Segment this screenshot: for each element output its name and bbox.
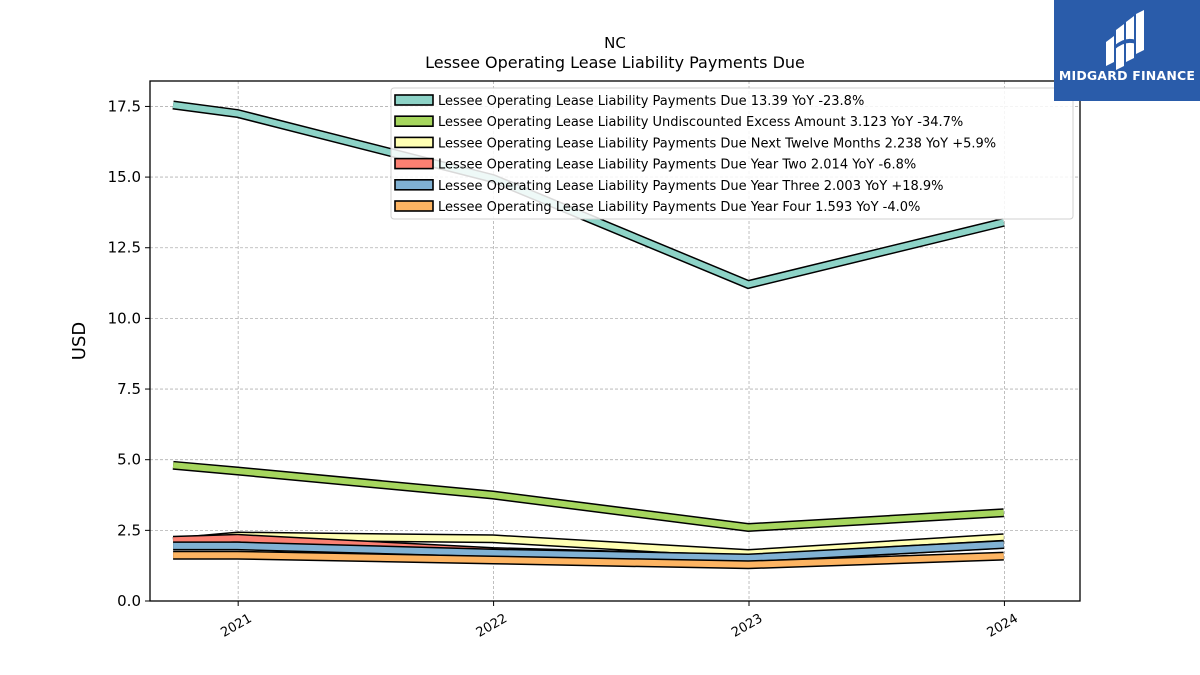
y-tick-label: 2.5 — [117, 521, 141, 539]
legend-entry: Lessee Operating Lease Liability Undisco… — [438, 115, 963, 130]
series-line — [173, 552, 1004, 568]
chart-title: NC — [604, 34, 626, 52]
legend-entry: Lessee Operating Lease Liability Payment… — [438, 158, 916, 173]
legend-entry: Lessee Operating Lease Liability Payment… — [438, 94, 864, 109]
y-axis-label: USD — [69, 322, 90, 360]
y-tick-label: 7.5 — [117, 380, 141, 398]
legend-swatch — [394, 200, 434, 212]
y-tick-label: 0.0 — [117, 592, 141, 610]
legend-swatch — [394, 157, 434, 170]
y-axis: 0.0 2.5 5.0 7.5 10.0 12.5 15.0 17.5 — [108, 97, 150, 610]
y-tick-label: 5.0 — [117, 451, 141, 469]
legend-box — [390, 87, 1074, 220]
series-line — [173, 541, 1004, 562]
series-line — [172, 462, 1004, 531]
x-tick-label: 2024 — [985, 611, 1021, 641]
legend-swatch — [394, 136, 434, 149]
legend-entry: Lessee Operating Lease Liability Payment… — [438, 200, 920, 215]
legend-swatch — [394, 94, 434, 106]
legend: Lessee Operating Lease Liability Payment… — [390, 87, 1074, 220]
logo-text: MIDGARD FINANCE — [1058, 68, 1196, 83]
chart-subtitle: Lessee Operating Lease Liability Payment… — [425, 53, 805, 72]
x-axis: 2021 2022 2023 2024 — [218, 601, 1021, 641]
legend-swatch — [394, 179, 434, 191]
y-tick-label: 15.0 — [108, 168, 141, 186]
y-tick-label: 10.0 — [108, 309, 141, 327]
y-tick-label: 12.5 — [108, 239, 141, 257]
x-tick-label: 2022 — [474, 611, 510, 641]
x-tick-label: 2021 — [218, 611, 254, 641]
legend-swatch — [394, 115, 434, 127]
logo-mark-icon — [1106, 10, 1144, 70]
midgard-finance-logo: MIDGARD FINANCE — [1054, 0, 1200, 101]
legend-entry: Lessee Operating Lease Liability Payment… — [438, 179, 944, 194]
plot-frame — [149, 80, 1081, 602]
legend-entry: Lessee Operating Lease Liability Payment… — [438, 136, 996, 151]
x-tick-label: 2023 — [729, 611, 765, 641]
y-tick-label: 17.5 — [108, 97, 141, 115]
